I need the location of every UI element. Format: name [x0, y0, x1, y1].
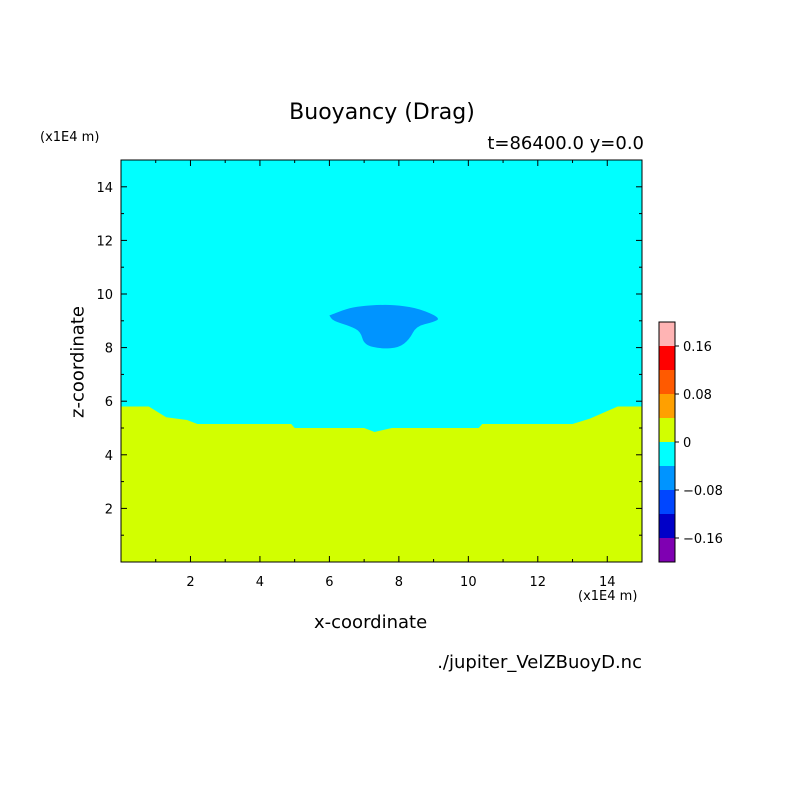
chart-subtitle: t=86400.0 y=0.0	[487, 133, 644, 154]
colorbar-tick-label: 0.16	[683, 340, 712, 355]
y-tick-label: 6	[105, 395, 113, 410]
x-tick-label: 10	[460, 575, 477, 590]
plot-frame	[120, 159, 643, 563]
y-axis-label: z-coordinate	[67, 306, 89, 418]
colorbar-swatch	[659, 466, 675, 490]
colorbar-swatch	[659, 538, 675, 562]
x-tick-label: 14	[599, 575, 616, 590]
colorbar-swatch	[659, 370, 675, 394]
x-tick-label: 8	[395, 575, 403, 590]
colorbar-swatch	[659, 490, 675, 514]
y-tick-label: 4	[105, 449, 113, 464]
x-tick-label: 4	[256, 575, 264, 590]
colorbar-tick-label: −0.08	[683, 484, 723, 499]
colorbar-tick-label: −0.16	[683, 532, 723, 547]
region-anomaly	[329, 304, 438, 349]
colorbar-swatch	[659, 346, 675, 370]
colorbar-tick-label: 0.08	[683, 388, 712, 403]
x-axis-label: x-coordinate	[314, 612, 428, 633]
y-tick-label: 12	[96, 234, 113, 249]
colorbar-swatch	[659, 418, 675, 442]
x-tick-label: 2	[186, 575, 194, 590]
region-lower	[121, 406, 642, 562]
colorbar-swatch	[659, 514, 675, 538]
source-filename: ./jupiter_VelZBuoyD.nc	[437, 652, 642, 673]
colorbar-swatch	[659, 322, 675, 346]
x-unit-label: (x1E4 m)	[578, 589, 638, 604]
colorbar-swatch	[659, 442, 675, 466]
y-tick-label: 2	[105, 502, 113, 517]
y-tick-label: 14	[96, 181, 113, 196]
chart-title: Buoyancy (Drag)	[289, 100, 475, 125]
y-unit-label: (x1E4 m)	[40, 130, 100, 145]
y-tick-label: 10	[96, 288, 113, 303]
x-tick-label: 12	[530, 575, 547, 590]
colorbar-swatch	[659, 394, 675, 418]
colorbar-tick-label: 0	[683, 436, 691, 451]
y-tick-label: 8	[105, 342, 113, 357]
x-tick-label: 6	[325, 575, 333, 590]
